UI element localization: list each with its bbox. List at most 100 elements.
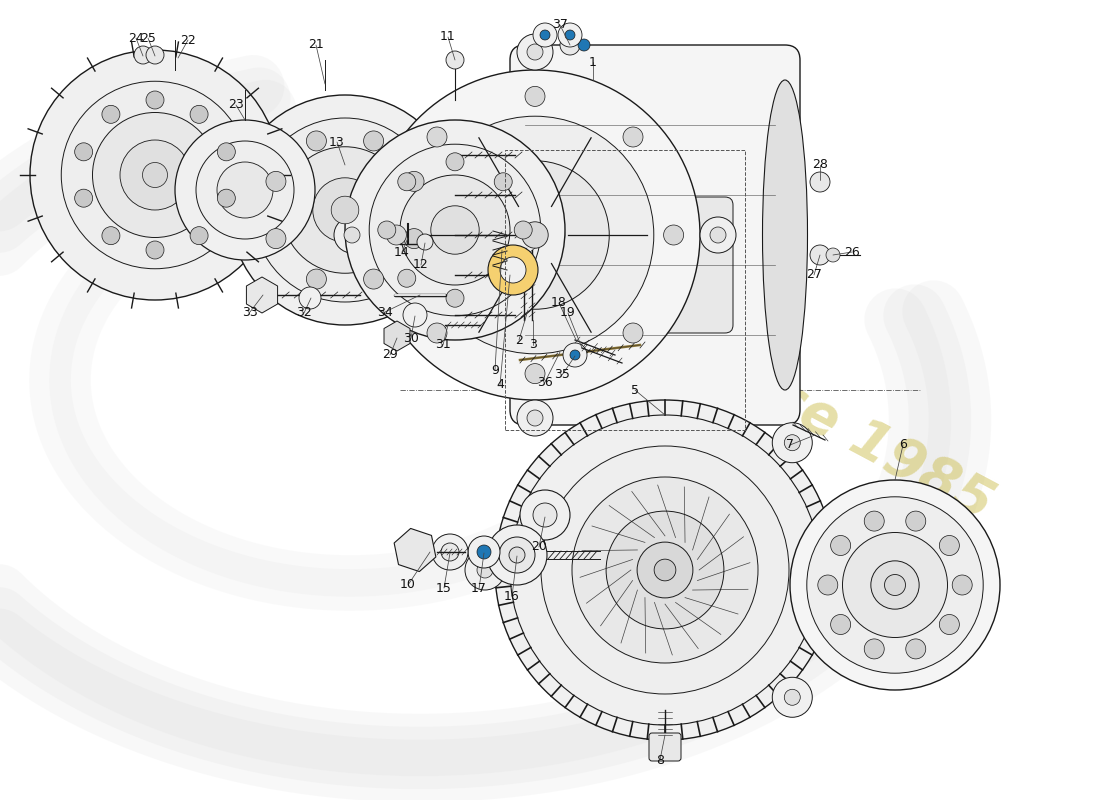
Circle shape	[939, 535, 959, 555]
Circle shape	[102, 106, 120, 123]
Circle shape	[843, 533, 947, 638]
Text: 17: 17	[471, 582, 487, 595]
Circle shape	[230, 95, 460, 325]
Circle shape	[806, 497, 983, 673]
Text: 7: 7	[786, 438, 794, 451]
Circle shape	[572, 477, 758, 663]
Circle shape	[525, 363, 544, 384]
Circle shape	[334, 217, 370, 253]
Circle shape	[563, 343, 587, 367]
Circle shape	[75, 143, 92, 161]
Text: 10: 10	[400, 578, 416, 591]
Circle shape	[499, 537, 535, 573]
Text: since 1985: since 1985	[680, 326, 1002, 532]
Text: 29: 29	[382, 349, 398, 362]
Circle shape	[468, 536, 500, 568]
Text: 20: 20	[531, 541, 547, 554]
Circle shape	[218, 189, 235, 207]
Circle shape	[266, 171, 286, 191]
Text: 18: 18	[551, 297, 566, 310]
Circle shape	[441, 543, 459, 561]
Circle shape	[134, 46, 152, 64]
Text: 30: 30	[403, 331, 419, 345]
Circle shape	[404, 171, 425, 191]
Circle shape	[102, 226, 120, 245]
Circle shape	[370, 144, 541, 316]
Text: 4: 4	[496, 378, 504, 391]
Text: 6: 6	[899, 438, 906, 451]
Circle shape	[431, 206, 480, 254]
Circle shape	[30, 50, 280, 300]
Text: 32: 32	[296, 306, 312, 319]
FancyBboxPatch shape	[617, 197, 733, 333]
Text: 5: 5	[631, 383, 639, 397]
Text: 1: 1	[590, 55, 597, 69]
Circle shape	[400, 175, 510, 285]
Circle shape	[92, 113, 218, 238]
Text: 26: 26	[844, 246, 860, 258]
Circle shape	[282, 146, 408, 274]
Circle shape	[398, 270, 416, 287]
Circle shape	[398, 173, 416, 190]
Circle shape	[386, 225, 406, 245]
Circle shape	[477, 562, 493, 578]
Text: 15: 15	[436, 582, 452, 594]
Circle shape	[700, 217, 736, 253]
Text: 27: 27	[806, 269, 822, 282]
Circle shape	[190, 226, 208, 245]
Circle shape	[432, 534, 468, 570]
Circle shape	[146, 91, 164, 109]
Text: 34: 34	[377, 306, 393, 318]
Circle shape	[175, 120, 315, 260]
Circle shape	[534, 23, 557, 47]
Text: 25: 25	[140, 31, 156, 45]
Circle shape	[772, 422, 812, 462]
Circle shape	[810, 172, 830, 192]
Circle shape	[190, 106, 208, 123]
Circle shape	[560, 35, 580, 55]
Circle shape	[370, 70, 700, 400]
FancyBboxPatch shape	[649, 733, 681, 761]
Circle shape	[196, 141, 294, 239]
Circle shape	[527, 44, 543, 60]
Circle shape	[541, 446, 789, 694]
Ellipse shape	[762, 80, 807, 390]
Circle shape	[217, 162, 273, 218]
Circle shape	[953, 575, 972, 595]
Text: 22: 22	[180, 34, 196, 46]
Text: 13: 13	[329, 135, 345, 149]
Circle shape	[299, 287, 321, 309]
Text: 3: 3	[529, 338, 537, 351]
Text: 37: 37	[552, 18, 568, 31]
Circle shape	[345, 120, 565, 340]
Circle shape	[509, 547, 525, 563]
Circle shape	[120, 140, 190, 210]
Text: 12: 12	[414, 258, 429, 271]
Circle shape	[461, 161, 609, 310]
Circle shape	[344, 227, 360, 243]
Circle shape	[307, 269, 327, 289]
Text: 31: 31	[436, 338, 451, 351]
Circle shape	[404, 229, 425, 249]
Circle shape	[905, 639, 926, 659]
Circle shape	[446, 51, 464, 69]
Circle shape	[505, 206, 564, 265]
Circle shape	[427, 323, 447, 343]
Circle shape	[364, 131, 384, 151]
Circle shape	[62, 82, 249, 269]
Circle shape	[143, 162, 167, 187]
Text: 2: 2	[515, 334, 522, 346]
Text: 35: 35	[554, 369, 570, 382]
Circle shape	[510, 415, 820, 725]
Circle shape	[534, 503, 557, 527]
Circle shape	[939, 614, 959, 634]
Circle shape	[477, 545, 491, 559]
FancyBboxPatch shape	[510, 45, 800, 425]
Circle shape	[865, 511, 884, 531]
Circle shape	[772, 678, 812, 718]
Text: 19: 19	[560, 306, 576, 319]
Circle shape	[253, 118, 437, 302]
Text: 14: 14	[394, 246, 410, 258]
Circle shape	[578, 39, 590, 51]
Circle shape	[500, 257, 526, 283]
